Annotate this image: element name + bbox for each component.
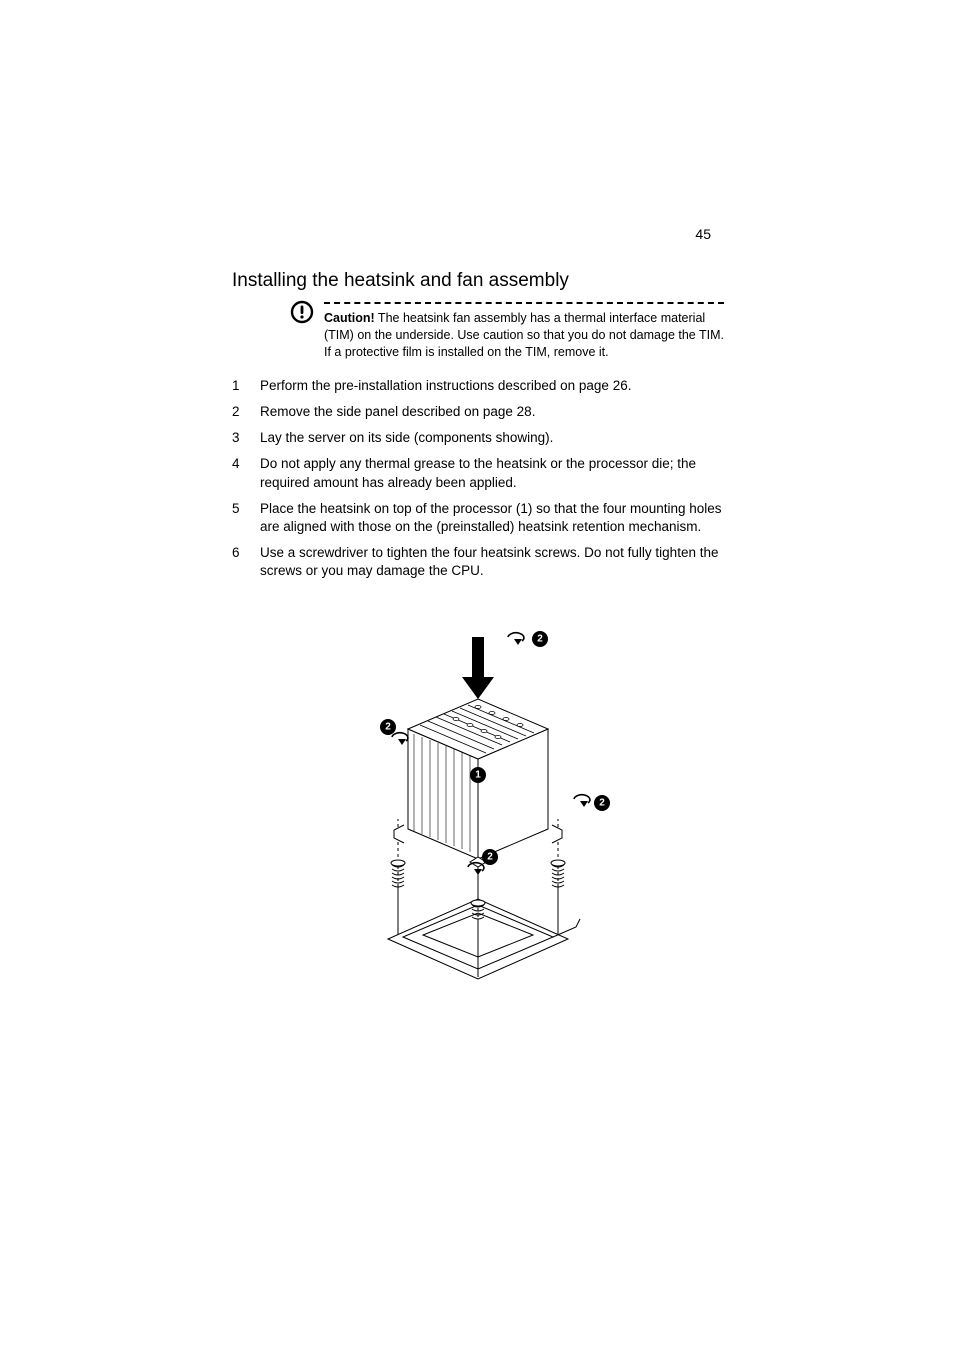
step-item: 2 Remove the side panel described on pag… bbox=[232, 403, 724, 421]
step-text: Lay the server on its side (components s… bbox=[260, 429, 724, 447]
step-text: Place the heatsink on top of the process… bbox=[260, 500, 724, 536]
caution-body: The heatsink fan assembly has a thermal … bbox=[324, 311, 724, 359]
step-text: Perform the pre-installation instruction… bbox=[260, 377, 724, 395]
section-heading: Installing the heatsink and fan assembly bbox=[232, 270, 724, 292]
step-number: 5 bbox=[232, 500, 260, 518]
step-number: 1 bbox=[232, 377, 260, 395]
caution-icon bbox=[290, 300, 314, 329]
step-text: Do not apply any thermal grease to the h… bbox=[260, 455, 724, 491]
page-number: 45 bbox=[695, 226, 711, 242]
callout-label: 2 bbox=[537, 633, 543, 644]
step-item: 3 Lay the server on its side (components… bbox=[232, 429, 724, 447]
step-number: 4 bbox=[232, 455, 260, 473]
step-item: 1 Perform the pre-installation instructi… bbox=[232, 377, 724, 395]
step-number: 2 bbox=[232, 403, 260, 421]
step-item: 5 Place the heatsink on top of the proce… bbox=[232, 500, 724, 536]
callout-label: 1 bbox=[475, 769, 481, 780]
callout-label: 2 bbox=[487, 851, 493, 862]
steps-list: 1 Perform the pre-installation instructi… bbox=[232, 377, 724, 581]
step-item: 4 Do not apply any thermal grease to the… bbox=[232, 455, 724, 491]
step-text: Use a screwdriver to tighten the four he… bbox=[260, 544, 724, 580]
step-number: 3 bbox=[232, 429, 260, 447]
callout-label: 2 bbox=[385, 721, 391, 732]
caution-block: Caution! The heatsink fan assembly has a… bbox=[290, 302, 724, 361]
step-item: 6 Use a screwdriver to tighten the four … bbox=[232, 544, 724, 580]
caution-text: Caution! The heatsink fan assembly has a… bbox=[324, 302, 724, 361]
callout-label: 2 bbox=[599, 797, 605, 808]
caution-label: Caution! bbox=[324, 311, 375, 325]
step-text: Remove the side panel described on page … bbox=[260, 403, 724, 421]
step-number: 6 bbox=[232, 544, 260, 562]
heatsink-figure: 2 2 1 2 2 bbox=[232, 599, 724, 999]
